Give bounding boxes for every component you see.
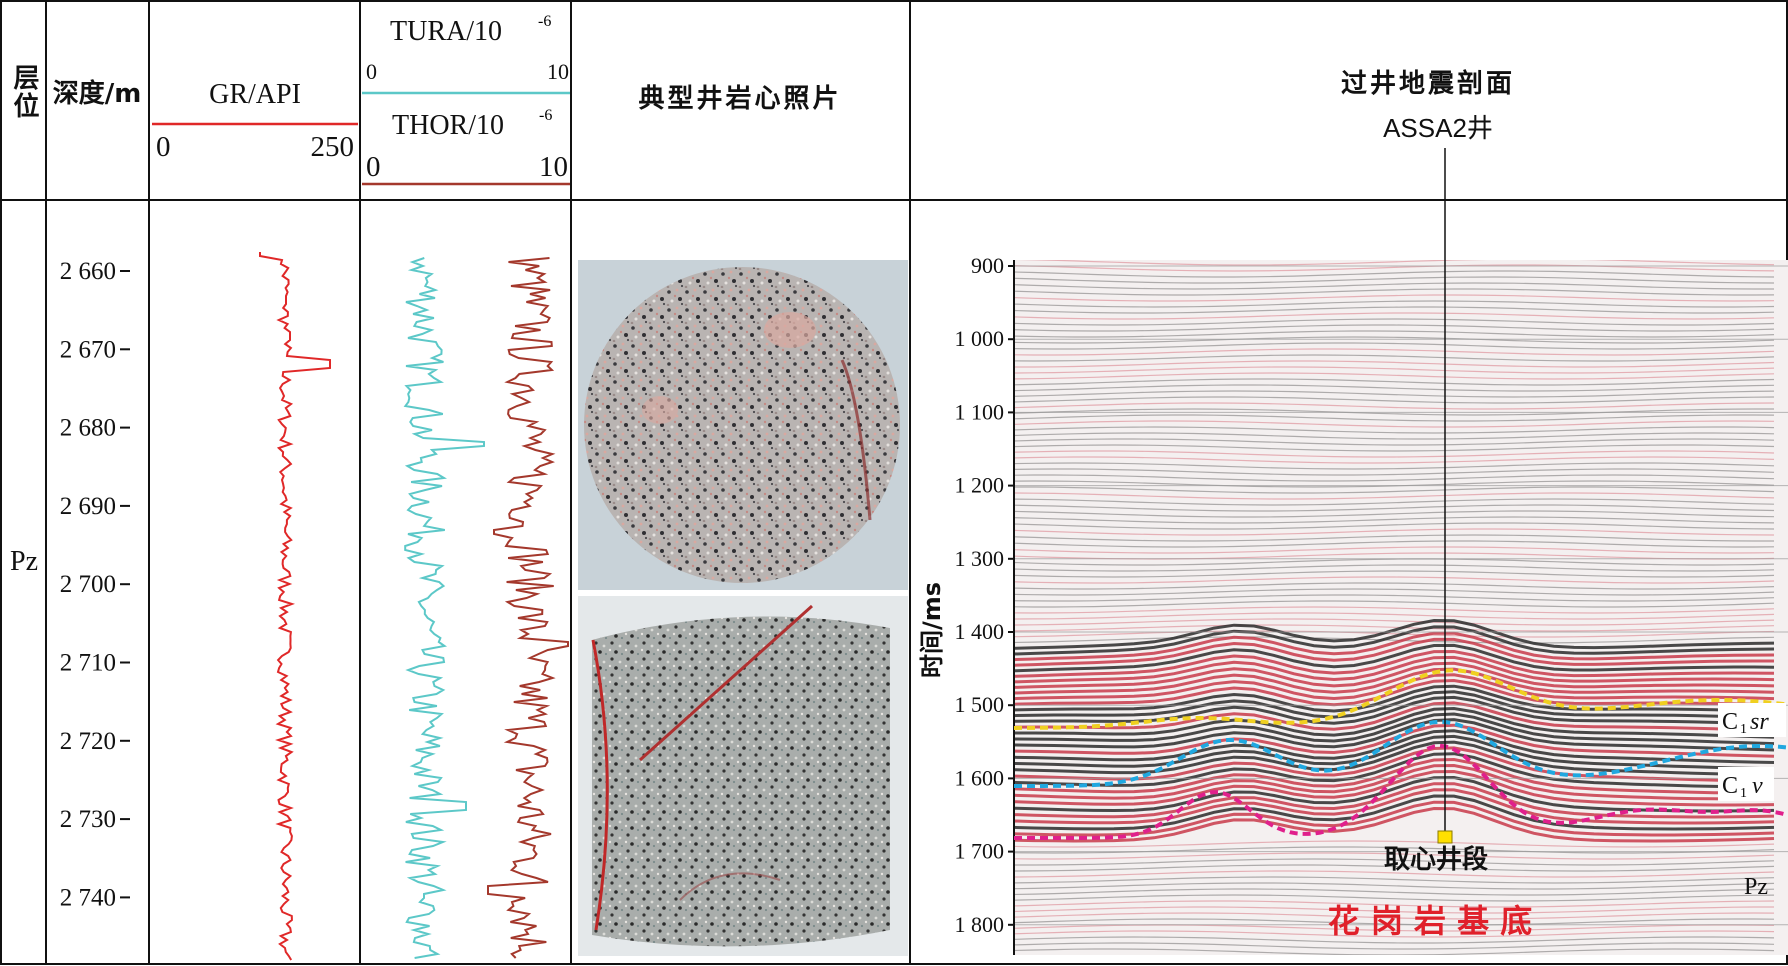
formation-label: Pz xyxy=(10,546,38,577)
depth-tick-label: 2 670 xyxy=(60,336,116,363)
depth-tick-label: 2 710 xyxy=(60,650,116,677)
thor-scale-min: 0 xyxy=(366,151,381,183)
pz-label: Pz xyxy=(1744,874,1768,900)
depth-tick-label: 2 720 xyxy=(60,728,116,755)
svg-text:v: v xyxy=(1752,773,1763,799)
tura-exp: -6 xyxy=(538,13,551,30)
depth-tick-label: 2 700 xyxy=(60,571,116,598)
time-tick-label: 1 800 xyxy=(955,912,1005,937)
c1v-label: C 1 v xyxy=(1718,767,1774,801)
depth-tick-label: 2 740 xyxy=(60,884,116,911)
gr-header: GR/API xyxy=(209,79,301,110)
seismic-section: 900 1 000 1 100 1 200 1 300 1 400 1 500 1 600 1 … xyxy=(918,148,1788,955)
gr-scale-max: 250 xyxy=(311,131,355,163)
time-tick-label: 1 300 xyxy=(955,546,1005,571)
pz-horizon xyxy=(1014,743,1788,840)
depth-tick-label: 2 680 xyxy=(60,415,116,442)
header-tura: TURA/10 -6 0 10 THOR/10 -6 0 10 xyxy=(362,13,570,186)
svg-text:1: 1 xyxy=(1740,722,1747,737)
well-name-label: ASSA2井 xyxy=(1383,113,1493,143)
svg-text:sr: sr xyxy=(1750,709,1769,735)
time-tick-label: 1 600 xyxy=(955,765,1005,790)
gr-curve xyxy=(259,252,331,961)
tura-scale-max: 10 xyxy=(547,59,569,84)
depth-tick-label: 2 730 xyxy=(60,806,116,833)
granite-basement-label: 花 岗 岩 基 底 xyxy=(1328,902,1533,940)
seismic-header: 过井地震剖面 xyxy=(1341,68,1515,99)
depth-axis: 2 660 2 670 2 680 2 690 2 700 2 710 2 720 2 730… xyxy=(60,258,130,911)
gr-scale-min: 0 xyxy=(156,131,171,163)
thor-header: THOR/10 xyxy=(392,110,504,141)
header-gr: GR/API 0 250 xyxy=(152,79,358,163)
c1v-horizon xyxy=(1014,719,1788,788)
time-tick-label: 1 400 xyxy=(955,619,1005,644)
tura-scale-min: 0 xyxy=(366,59,377,84)
photo-header: 典型井岩心照片 xyxy=(638,84,841,114)
svg-text:C: C xyxy=(1722,709,1738,735)
tura-curve xyxy=(403,257,485,959)
core-photo-top xyxy=(578,260,908,590)
thor-exp: -6 xyxy=(539,107,552,124)
time-tick-label: 1 500 xyxy=(955,692,1005,717)
thor-curve xyxy=(487,257,569,959)
thor-scale-max: 10 xyxy=(539,151,568,183)
coring-interval-label: 取心井段 xyxy=(1384,844,1488,875)
time-tick-label: 1 100 xyxy=(955,399,1005,424)
time-tick-label: 1 000 xyxy=(955,326,1005,351)
time-tick-label: 1 700 xyxy=(955,839,1005,864)
core-photo-bottom xyxy=(578,596,908,956)
tura-header: TURA/10 xyxy=(390,16,502,47)
header-seismic: 过井地震剖面 ASSA2井 xyxy=(1341,68,1515,143)
header-depth: 深度/m xyxy=(53,78,142,109)
depth-tick-label: 2 690 xyxy=(60,493,116,520)
c1sr-label: C 1 sr xyxy=(1718,703,1786,737)
time-tick-label: 900 xyxy=(971,253,1004,278)
time-tick-label: 1 200 xyxy=(955,473,1005,498)
svg-text:C: C xyxy=(1722,773,1738,799)
header-formation: 层位 xyxy=(9,64,39,120)
depth-header: 深度/m xyxy=(53,78,142,109)
c1sr-horizon xyxy=(1013,668,1788,730)
header-photo: 典型井岩心照片 xyxy=(638,84,841,114)
coring-interval-marker xyxy=(1437,830,1453,844)
formation-header-line1: 层位 xyxy=(9,64,39,120)
seismic-axis-label: 时间/ms xyxy=(918,582,946,678)
depth-tick-label: 2 660 xyxy=(60,258,116,285)
svg-text:1: 1 xyxy=(1740,786,1747,801)
